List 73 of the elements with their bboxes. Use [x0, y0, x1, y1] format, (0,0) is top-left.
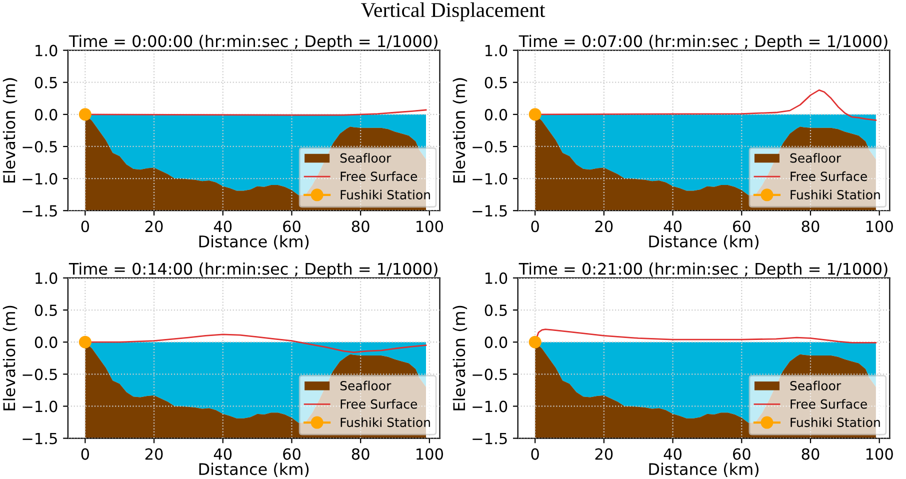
x-axis-title: Distance (km) — [649, 235, 758, 250]
x-tick-label: 0 — [81, 220, 90, 232]
legend-label: Fushiki Station — [790, 190, 880, 200]
text: Vertical Displacement — [360, 2, 546, 22]
x-tick-label: 60 — [732, 448, 750, 460]
y-tick-label: −1.5 — [22, 432, 57, 444]
y-axis-title: Elevation (m) — [2, 306, 18, 410]
x-tick-label: 100 — [416, 448, 444, 460]
y-axis-title: Elevation (m) — [452, 306, 468, 410]
x-tick-label: 20 — [595, 220, 613, 232]
y-tick-label: −0.5 — [22, 140, 57, 153]
x-tick-label: 20 — [145, 448, 163, 460]
y-tick-label: −0.5 — [22, 368, 57, 380]
x-tick-label: 60 — [283, 220, 300, 232]
y-tick-label: 1.0 — [486, 44, 508, 56]
x-tick-label: 100 — [866, 220, 893, 232]
legend-label: Seafloor — [790, 380, 842, 390]
y-tick-label: −1.0 — [22, 400, 58, 412]
y-axis-title: Elevation (m) — [2, 78, 18, 183]
y-tick-label: −1.5 — [22, 205, 57, 217]
y-tick-label: 1.0 — [36, 44, 58, 56]
y-tick-label: 0.0 — [484, 108, 508, 120]
legend-label: Seafloor — [790, 153, 842, 163]
legend-label: Free Surface — [340, 171, 418, 182]
y-tick-label: −1.0 — [22, 173, 58, 185]
y-tick-label: 1.0 — [486, 272, 508, 284]
y-tick-label: −1.0 — [472, 173, 508, 185]
y-tick-label: 0.5 — [484, 304, 507, 316]
x-tick-label: 40 — [664, 448, 682, 460]
legend-label: Fushiki Station — [340, 190, 430, 200]
legend-label: Free Surface — [790, 399, 867, 409]
x-tick-label: 0 — [81, 448, 90, 460]
x-tick-label: 100 — [866, 448, 893, 460]
x-tick-label: 60 — [732, 220, 750, 232]
y-tick-label: −1.5 — [472, 432, 507, 444]
legend-label: Fushiki Station — [340, 417, 430, 428]
x-tick-label: 80 — [802, 448, 820, 460]
y-tick-label: −0.5 — [472, 368, 507, 380]
y-tick-label: 0.5 — [484, 76, 507, 88]
y-tick-label: −0.5 — [472, 140, 507, 153]
y-tick-label: 0.0 — [34, 336, 58, 348]
x-tick-label: 80 — [802, 220, 820, 232]
chart-title: Time = 0:14:00 (hr:min:sec ; Depth = 1/1000) — [68, 262, 438, 278]
x-axis-title: Distance (km) — [649, 462, 758, 478]
y-tick-label: 0.0 — [34, 108, 58, 120]
x-tick-label: 0 — [531, 448, 539, 460]
legend-label: Seafloor — [340, 153, 392, 163]
y-tick-label: −1.5 — [472, 205, 507, 217]
x-tick-label: 80 — [352, 220, 370, 232]
x-tick-label: 20 — [145, 220, 163, 232]
y-tick-label: 0.5 — [34, 304, 57, 316]
y-tick-label: −1.0 — [472, 400, 508, 412]
x-axis-title: Distance (km) — [199, 462, 309, 478]
legend-label: Free Surface — [340, 399, 418, 409]
y-tick-label: 0.0 — [484, 336, 508, 348]
legend-label: Fushiki Station — [790, 417, 880, 428]
x-axis-title: Distance (km) — [199, 235, 309, 250]
chart-title: Time = 0:21:00 (hr:min:sec ; Depth = 1/1000) — [518, 262, 888, 278]
chart-title: Time = 0:00:00 (hr:min:sec ; Depth = 1/1000) — [68, 34, 438, 50]
chart-title: Time = 0:07:00 (hr:min:sec ; Depth = 1/1000) — [518, 34, 888, 50]
legend-label: Seafloor — [340, 380, 392, 390]
x-tick-label: 20 — [595, 448, 613, 460]
x-tick-label: 80 — [352, 448, 370, 460]
x-tick-label: 60 — [283, 448, 300, 460]
y-tick-label: 1.0 — [36, 272, 58, 284]
x-tick-label: 0 — [531, 220, 539, 232]
x-tick-label: 100 — [416, 220, 444, 232]
legend-label: Free Surface — [790, 171, 867, 182]
x-tick-label: 40 — [214, 448, 232, 460]
x-tick-label: 40 — [214, 220, 232, 232]
x-tick-label: 40 — [664, 220, 682, 232]
y-tick-label: 0.5 — [34, 76, 57, 88]
y-axis-title: Elevation (m) — [452, 78, 468, 183]
